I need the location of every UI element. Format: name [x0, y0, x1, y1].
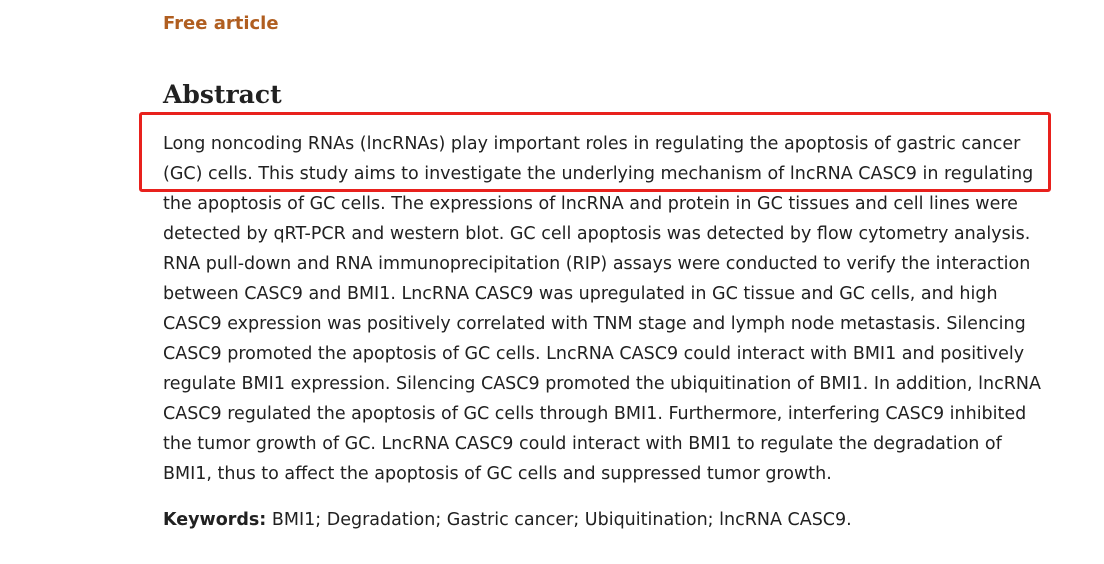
abstract-line: CASC9 promoted the apoptosis of GC cells… [163, 344, 1025, 364]
abstract-body: Long noncoding RNAs (lncRNAs) play impor… [163, 129, 1063, 489]
abstract-line: detected by qRT-PCR and western blot. GC… [163, 224, 1031, 244]
keywords: Keywords: BMI1; Degradation; Gastric can… [163, 506, 852, 534]
abstract-heading: Abstract [163, 80, 282, 109]
free-article-label[interactable]: Free article [163, 13, 279, 34]
abstract-line: (GC) cells. This study aims to investiga… [163, 164, 1034, 184]
abstract-line: CASC9 regulated the apoptosis of GC cell… [163, 404, 1027, 424]
abstract-line: BMI1, thus to affect the apoptosis of GC… [163, 464, 832, 484]
abstract-line: the apoptosis of GC cells. The expressio… [163, 194, 1018, 214]
abstract-line: CASC9 expression was positively correlat… [163, 314, 1026, 334]
keywords-label: Keywords: [163, 510, 267, 530]
abstract-line: Long noncoding RNAs (lncRNAs) play impor… [163, 134, 1021, 154]
abstract-line: the tumor growth of GC. LncRNA CASC9 cou… [163, 434, 1002, 454]
keywords-values: BMI1; Degradation; Gastric cancer; Ubiqu… [266, 510, 852, 530]
abstract-line: RNA pull-down and RNA immunoprecipitatio… [163, 254, 1031, 274]
abstract-line: between CASC9 and BMI1. LncRNA CASC9 was… [163, 284, 998, 304]
abstract-line: regulate BMI1 expression. Silencing CASC… [163, 374, 1041, 394]
